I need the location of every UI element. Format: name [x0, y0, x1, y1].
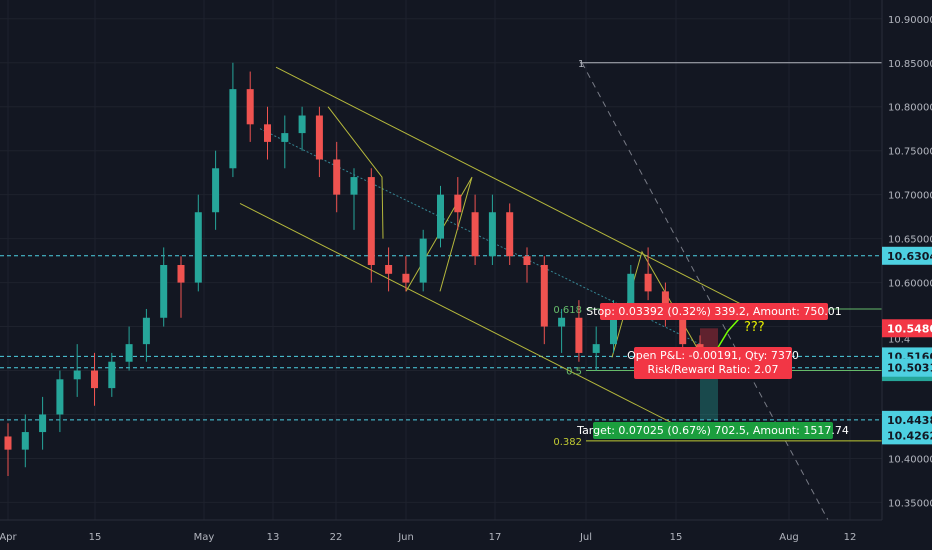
price-tag-text: 10.44388 — [887, 414, 932, 427]
pnl-label-bg — [634, 347, 792, 379]
candle-body — [523, 256, 531, 265]
stop-label-bg — [600, 303, 828, 320]
candle-body — [575, 317, 583, 353]
y-tick-label: 10.60000 — [888, 279, 932, 290]
candle-body — [488, 212, 496, 257]
candle-body — [73, 370, 81, 380]
time-axis[interactable]: Apr 15 May 13 22 Jun 17 Jul 15 Aug 12 — [0, 519, 882, 543]
price-tags: 10.5480510.5160449:4410.5141310.5031610.… — [882, 246, 932, 445]
y-tick-label: 10.85000 — [888, 59, 932, 70]
target-label-text: Target: 0.07025 (0.67%) 702.5, Amount: 1… — [576, 424, 849, 437]
candle-body — [454, 194, 462, 213]
channel-upper — [275, 66, 743, 306]
projection-line — [581, 62, 829, 521]
position-labels: Stop: 0.03392 (0.32%) 339.2, Amount: 750… — [576, 303, 849, 439]
y-tick-label: 10.35000 — [888, 498, 932, 509]
candle-body — [315, 115, 323, 160]
candle-body — [385, 265, 393, 274]
x-tick-label: Aug — [779, 532, 799, 543]
price-tag-bg — [882, 358, 932, 377]
x-tick-label: Jun — [397, 532, 414, 543]
price-axis-bg — [882, 0, 932, 550]
candle-body — [367, 177, 375, 265]
question-annotation: ??? — [744, 320, 765, 335]
candle-body — [402, 273, 410, 283]
y-tick-label-extra: 10.4 — [888, 335, 910, 346]
pattern-line — [327, 106, 384, 239]
candle-body — [506, 212, 514, 257]
x-tick-label: Apr — [0, 532, 18, 543]
candle-body — [229, 89, 237, 169]
x-tick-label: 22 — [330, 532, 343, 543]
candle-body — [246, 89, 254, 125]
channel-lower — [239, 203, 691, 433]
y-tick-label: 10.70000 — [888, 191, 932, 202]
pnl-label-text: Open P&L: -0.00191, Qty: 7370 — [627, 349, 799, 362]
candle-body — [212, 168, 220, 213]
price-tag-text: 10.54805 — [887, 322, 932, 335]
fib-label: 0.382 — [553, 437, 582, 448]
fib-label: 0.5 — [566, 367, 582, 378]
candle-body — [177, 265, 185, 283]
candle-body — [419, 238, 427, 283]
candle-body — [281, 133, 289, 142]
y-tick-label: 10.80000 — [888, 103, 932, 114]
price-tag-bg — [882, 319, 932, 338]
candle-body — [540, 265, 548, 327]
price-tag-text: 10.50316 — [887, 362, 932, 375]
candle-body — [679, 317, 687, 345]
price-tag-bg — [882, 426, 932, 445]
x-tick-label: Jul — [579, 532, 592, 543]
candle-body — [142, 317, 150, 345]
x-tick-label: 13 — [267, 532, 280, 543]
candle-body — [56, 379, 64, 415]
x-tick-label: 12 — [844, 532, 857, 543]
candle-body — [194, 212, 202, 283]
candle-body — [264, 124, 271, 142]
fib-label: 0.618 — [553, 305, 582, 316]
x-tick-label: May — [194, 532, 215, 543]
candle-body — [627, 273, 635, 309]
price-tag-text: 10.42625 — [887, 429, 932, 442]
candle-body — [437, 194, 444, 239]
y-tick-label: 10.40000 — [888, 454, 932, 465]
marker-label: 1 — [578, 59, 584, 70]
candle-body — [350, 177, 358, 195]
candle-body — [91, 370, 98, 389]
x-tick-label: 17 — [489, 532, 502, 543]
candle-body — [471, 212, 479, 257]
candle-body — [558, 317, 566, 327]
candle-body — [108, 361, 116, 389]
y-tick-label: 10.65000 — [888, 235, 932, 246]
candle-body — [298, 115, 306, 134]
candle-body — [592, 344, 600, 353]
y-tick-label: 10.75000 — [888, 147, 932, 158]
candle-body — [39, 414, 47, 433]
y-tick-label: 10.90000 — [888, 15, 932, 26]
x-tick-label: 15 — [89, 532, 102, 543]
candles — [4, 62, 704, 477]
candle-body — [610, 308, 617, 345]
candle-body — [4, 436, 12, 450]
candle-body — [333, 159, 341, 195]
candle-body — [160, 265, 168, 318]
price-axis[interactable]: 10.3500010.4000010.4500010.5000010.55000… — [881, 0, 932, 550]
target-label-bg — [593, 422, 833, 439]
candle-body — [125, 344, 133, 362]
x-tick-label: 15 — [670, 532, 683, 543]
stop-label-text: Stop: 0.03392 (0.32%) 339.2, Amount: 750… — [586, 305, 842, 318]
price-tag-bg — [882, 410, 932, 429]
pattern-line — [405, 176, 473, 292]
candle-body — [21, 432, 29, 450]
pnl-label-text: Risk/Reward Ratio: 2.07 — [648, 363, 779, 376]
price-tag-text: 10.63049 — [887, 250, 932, 263]
price-tag-bg — [882, 246, 932, 265]
candle-body — [644, 273, 652, 292]
